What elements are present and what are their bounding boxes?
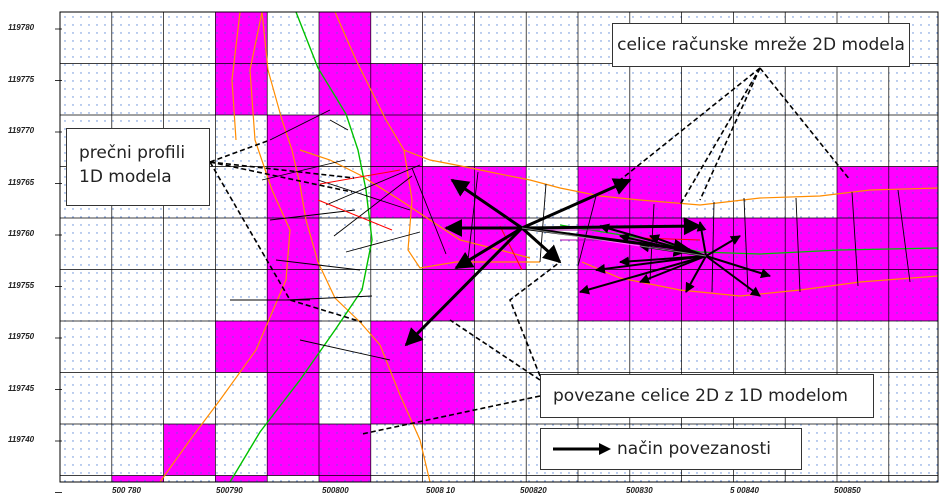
link-arrow (705, 235, 741, 257)
x-axis-label: 500790 (216, 486, 243, 495)
boundary-line (581, 261, 939, 297)
y-axis-label: 119780 (8, 23, 35, 32)
link-arrow (649, 234, 707, 257)
dashed-leader (209, 161, 353, 193)
x-axis-label: 500800 (322, 486, 349, 495)
cross-section-line (285, 295, 373, 301)
link-arrow (595, 255, 707, 274)
y-axis-label: 119740 (8, 435, 35, 444)
dashed-leader (209, 161, 363, 323)
cross-section-line (795, 197, 801, 293)
cross-section-line (299, 339, 391, 361)
x-axis-label: 500850 (834, 486, 861, 495)
boundary-line (403, 149, 540, 269)
link-arrow-highlight (521, 227, 707, 257)
cross-section-line (711, 201, 715, 293)
callout-2d-cells: celice računske mreže 2D modela (612, 23, 910, 67)
legend-arrow-icon (553, 443, 611, 455)
link-arrow (705, 255, 761, 297)
link-arrow (619, 255, 707, 267)
boundary-line (261, 11, 381, 346)
callout-1d-profiles: prečni profili 1D modela (66, 128, 210, 206)
cross-section-line-red (317, 199, 393, 231)
y-axis-label: 119755 (8, 280, 35, 290)
link-arrows-layer (404, 178, 771, 347)
cross-section-line (317, 179, 411, 211)
x-axis-label: 500830 (626, 486, 653, 495)
boundary-line (159, 11, 291, 483)
dashed-leader (509, 261, 561, 377)
link-arrow (521, 217, 702, 236)
callout-link-method-text: način povezanosti (617, 439, 771, 459)
link-arrow (579, 255, 707, 295)
cross-section-line (333, 175, 413, 237)
y-axis-label: 119745 (8, 383, 35, 393)
cross-section-line (577, 195, 597, 267)
cross-section-line (325, 164, 421, 206)
dashed-leader (619, 67, 761, 181)
x-axis-label: 5008 10 (426, 486, 455, 495)
dashed-leader (361, 395, 541, 435)
river-centerline (229, 11, 373, 483)
cross-section-line (743, 197, 749, 293)
boundary-line (231, 11, 241, 141)
callout-linked-cells-text: povezane celice 2D z 1D modelom (553, 386, 848, 406)
cross-section-line (329, 119, 349, 131)
cross-section-line (467, 171, 479, 261)
callout-link-method: način povezanosti (540, 428, 802, 470)
cross-section-line (269, 109, 331, 141)
boundary-line (334, 11, 939, 206)
cross-section-line (897, 189, 911, 283)
link-arrow (520, 226, 562, 264)
cross-section-line-red (499, 225, 523, 271)
dashed-leader (209, 139, 271, 163)
link-arrow (454, 226, 523, 270)
callout-linked-cells: povezane celice 2D z 1D modelom (540, 374, 874, 418)
plot-frame (59, 11, 939, 483)
callout-2d-cells-text: celice računske mreže 2D modela (617, 35, 905, 55)
link-arrow (705, 255, 771, 279)
callout-1d-profiles-line1: prečni profili (79, 143, 186, 163)
link-arrow (619, 233, 707, 257)
y-axis-label: 119750 (8, 332, 35, 341)
dashed-leader (449, 319, 541, 381)
link-arrow (685, 255, 707, 293)
cross-section-line (345, 231, 421, 253)
y-axis-label: 119765 (8, 177, 35, 187)
y-axis-label: 119775 (8, 74, 35, 84)
dashed-leader-layer (209, 67, 851, 435)
dashed-leader (679, 67, 761, 206)
x-axis-label: 5 00840 (730, 486, 759, 495)
dashed-leader (699, 67, 761, 201)
link-arrow (404, 226, 524, 347)
boundary-line (379, 344, 431, 483)
x-axis-label: 500 780 (112, 486, 141, 495)
y-axis-label: 119770 (8, 126, 35, 135)
cross-section-line-red (319, 169, 401, 185)
link-arrow (639, 255, 707, 284)
cross-section-line (851, 191, 859, 287)
cross-section-line (269, 209, 356, 221)
cross-section-line (275, 259, 361, 271)
cross-section-line (411, 167, 447, 255)
callout-1d-profiles-line2: 1D modela (79, 167, 172, 187)
link-arrow (450, 178, 523, 230)
x-axis-label: 500820 (520, 486, 547, 495)
y-axis-label: 119760 (8, 229, 35, 238)
dashed-leader (209, 161, 355, 179)
link-arrow (521, 178, 632, 230)
cross-section-line (539, 183, 547, 263)
link-arrow (696, 221, 707, 257)
